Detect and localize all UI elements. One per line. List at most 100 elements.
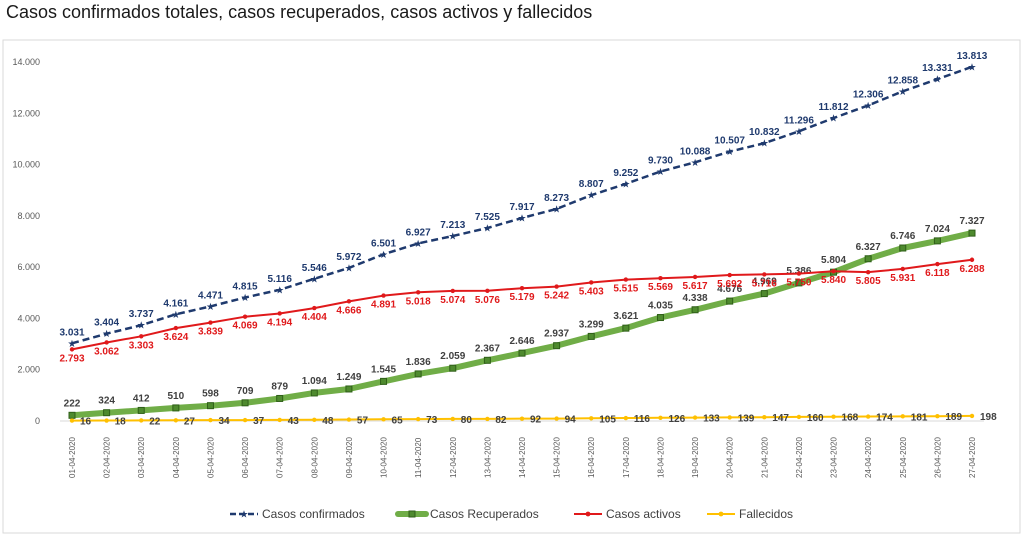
- x-tick-label: 10-04-2020: [380, 437, 389, 478]
- data-label: 34: [218, 416, 230, 427]
- data-point: [139, 334, 144, 339]
- data-point: [933, 237, 941, 245]
- y-tick-label: 10.000: [12, 160, 40, 170]
- data-label: 7.327: [959, 216, 984, 227]
- data-point: [968, 229, 976, 237]
- legend-item: Casos Recuperados: [395, 507, 539, 521]
- data-label: 94: [565, 415, 577, 426]
- data-label: 80: [461, 415, 473, 426]
- data-label: 82: [495, 415, 507, 426]
- data-point: ★: [310, 274, 319, 285]
- data-label: 9.730: [648, 155, 673, 166]
- x-tick-label: 23-04-2020: [830, 437, 839, 478]
- data-label: 1.836: [406, 357, 431, 368]
- data-point: [865, 414, 871, 419]
- data-label: 6.288: [959, 264, 984, 275]
- data-point: [622, 324, 630, 332]
- data-label: 3.624: [163, 332, 188, 343]
- x-tick-label: 09-04-2020: [345, 437, 354, 478]
- data-label: 2.059: [440, 351, 465, 362]
- data-label: 3.299: [579, 319, 604, 330]
- data-point: [864, 255, 872, 263]
- data-point: [69, 418, 75, 423]
- data-point: [553, 342, 561, 350]
- data-label: 3.062: [94, 346, 119, 357]
- data-point: [727, 415, 732, 420]
- x-tick-label: 21-04-2020: [760, 437, 769, 478]
- legend-label: Casos confirmados: [262, 507, 365, 521]
- data-point: [656, 314, 664, 322]
- data-label: 198: [980, 412, 997, 423]
- x-tick-label: 27-04-2020: [968, 437, 977, 478]
- data-point: [206, 402, 214, 410]
- legend-marker: [585, 511, 591, 517]
- data-point: [208, 417, 213, 423]
- data-label: 4.815: [233, 282, 258, 293]
- data-point: [692, 274, 698, 280]
- data-point: [312, 305, 317, 311]
- data-point: [345, 385, 353, 393]
- data-label: 5.840: [821, 275, 846, 286]
- data-label: 412: [133, 393, 150, 404]
- data-label: 181: [911, 412, 928, 423]
- data-point: [485, 288, 490, 294]
- data-point: ★: [656, 167, 665, 178]
- data-point: [415, 416, 421, 422]
- data-label: 4.161: [163, 298, 188, 309]
- data-point: [554, 284, 559, 289]
- x-tick-label: 26-04-2020: [933, 437, 942, 478]
- data-label: 4.666: [336, 305, 361, 316]
- data-label: 1.094: [302, 376, 327, 387]
- data-point: ★: [829, 114, 838, 125]
- data-label: 2.646: [509, 336, 534, 347]
- data-label: 4.035: [648, 301, 673, 312]
- series-casos-confirmados: ★3.031 ★3.404 ★3.737 ★4.161 ★4.471 ★4.815 ★5.1…: [59, 51, 987, 350]
- x-tick-label: 01-04-2020: [68, 437, 77, 478]
- data-label: 5.569: [648, 282, 673, 293]
- data-label: 5.074: [440, 295, 465, 306]
- data-point: [726, 297, 734, 305]
- data-point: [587, 332, 595, 340]
- data-label: 4.069: [233, 321, 258, 332]
- series-casos-activos: 2.793 3.062 3.303 3.624 3.839 4.069 4.194 4.404…: [59, 257, 985, 364]
- data-label: 10.088: [680, 146, 711, 157]
- data-label: 598: [202, 389, 219, 400]
- data-label: 2.937: [544, 329, 569, 340]
- data-label: 92: [530, 415, 542, 426]
- data-label: 11.296: [784, 115, 814, 126]
- data-label: 12.858: [887, 75, 918, 86]
- data-point: [346, 299, 352, 304]
- data-point: [172, 404, 180, 412]
- legend-label: Casos activos: [606, 507, 681, 521]
- data-point: [795, 279, 803, 287]
- data-point: [276, 394, 284, 402]
- data-point: [173, 418, 179, 423]
- data-label: 222: [64, 398, 81, 409]
- data-label: 6.327: [856, 242, 881, 253]
- data-label: 160: [807, 413, 824, 424]
- data-point: [414, 370, 422, 378]
- data-point: [310, 389, 318, 397]
- data-label: 6.118: [925, 268, 950, 279]
- series-line: [71, 65, 973, 345]
- data-point: [831, 269, 836, 274]
- data-point: [68, 411, 76, 419]
- data-label: 5.116: [267, 274, 292, 285]
- data-point: ★: [691, 158, 700, 169]
- data-point: ★: [414, 239, 423, 250]
- series-casos-recuperados: 222 324 412 510 598 709 879 1.094 1.249 1.545 1.83…: [64, 216, 985, 419]
- data-point: [692, 415, 698, 420]
- data-point: [173, 325, 179, 331]
- y-tick-label: 6.000: [17, 262, 40, 272]
- data-point: ★: [483, 224, 492, 235]
- data-label: 10.507: [714, 136, 745, 147]
- x-tick-label: 22-04-2020: [795, 437, 804, 478]
- data-label: 126: [668, 414, 685, 425]
- data-label: 13.331: [922, 63, 953, 74]
- data-label: 5.515: [613, 284, 638, 295]
- x-tick-label: 14-04-2020: [518, 437, 527, 478]
- data-point: [519, 416, 525, 421]
- data-label: 5.617: [683, 281, 708, 292]
- data-point: [760, 290, 768, 298]
